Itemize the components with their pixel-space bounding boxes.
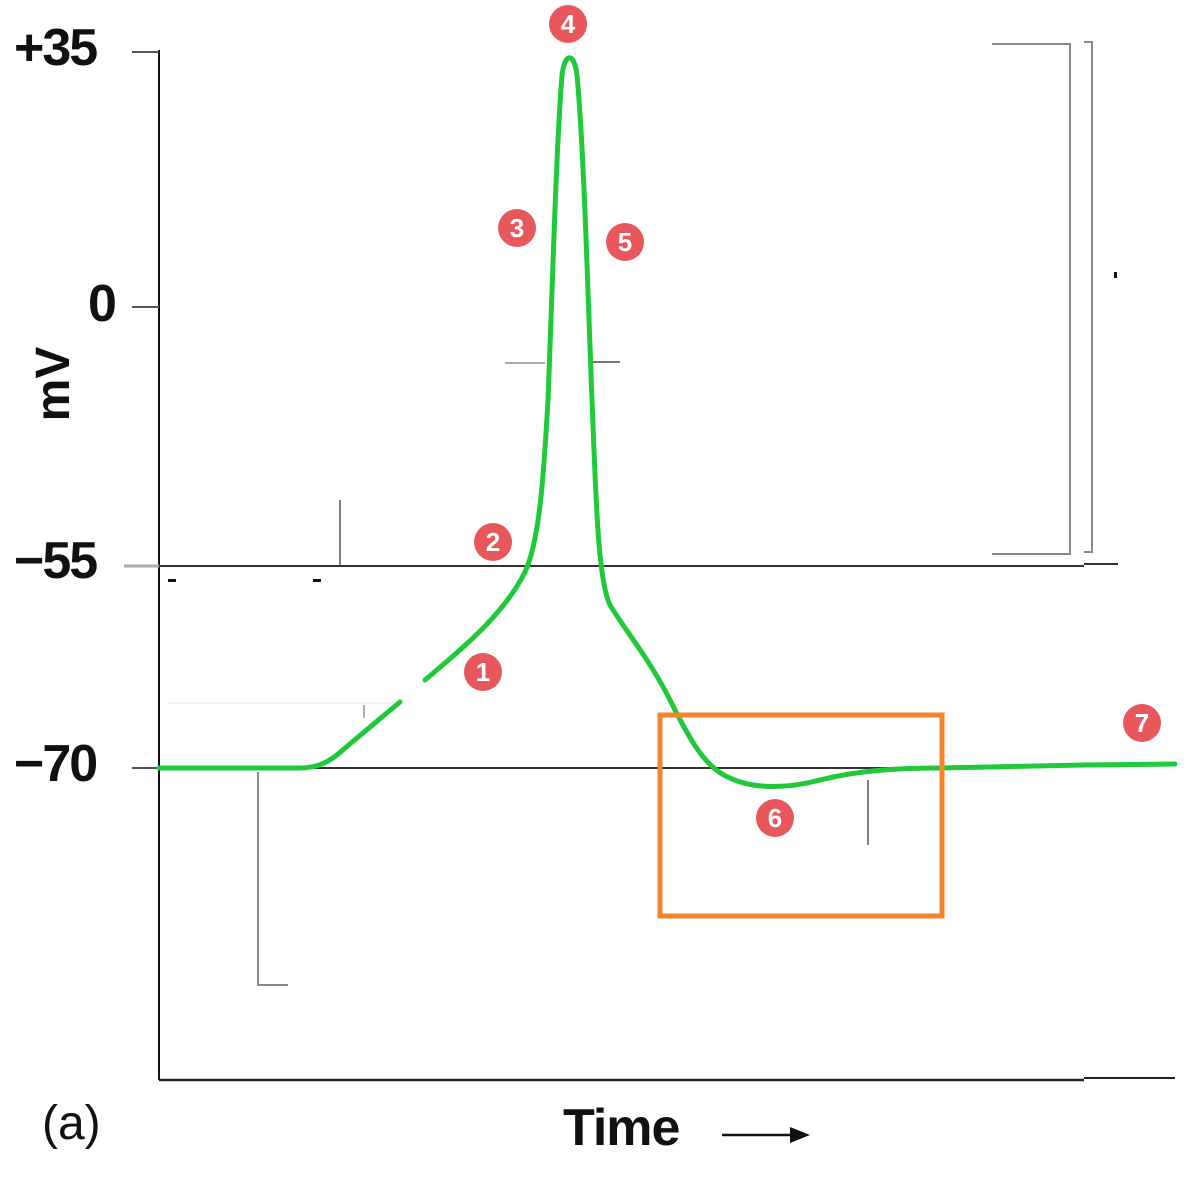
y-tick-label-0: 0 [88,275,117,333]
y-tick-label-minus55: −55 [14,532,98,590]
decorative-marks [168,272,1117,986]
marker-5: 5 [606,223,644,261]
marker-1: 1 [464,653,502,691]
svg-text:5: 5 [618,227,632,257]
marker-4: 4 [549,5,587,43]
marker-3: 3 [498,209,536,247]
bracket-markers [992,41,1093,555]
phase-markers: 1 2 3 4 5 6 7 [464,5,1161,837]
undershoot-highlight-box [657,712,945,919]
svg-text:7: 7 [1135,708,1149,738]
time-arrow-icon [722,1127,810,1143]
y-tick-label-minus70: −70 [14,735,98,793]
membrane-potential-trace [156,55,1178,789]
marker-7: 7 [1123,704,1161,742]
marker-6: 6 [756,799,794,837]
svg-text:6: 6 [768,803,782,833]
marker-2: 2 [474,523,512,561]
svg-text:4: 4 [561,9,576,39]
svg-text:3: 3 [510,213,524,243]
svg-text:1: 1 [476,657,490,687]
svg-text:2: 2 [486,527,500,557]
y-tick-label-35: +35 [14,19,98,77]
axes [124,50,1175,1082]
panel-label: (a) [42,1097,101,1150]
x-axis-title: Time [563,1099,680,1157]
